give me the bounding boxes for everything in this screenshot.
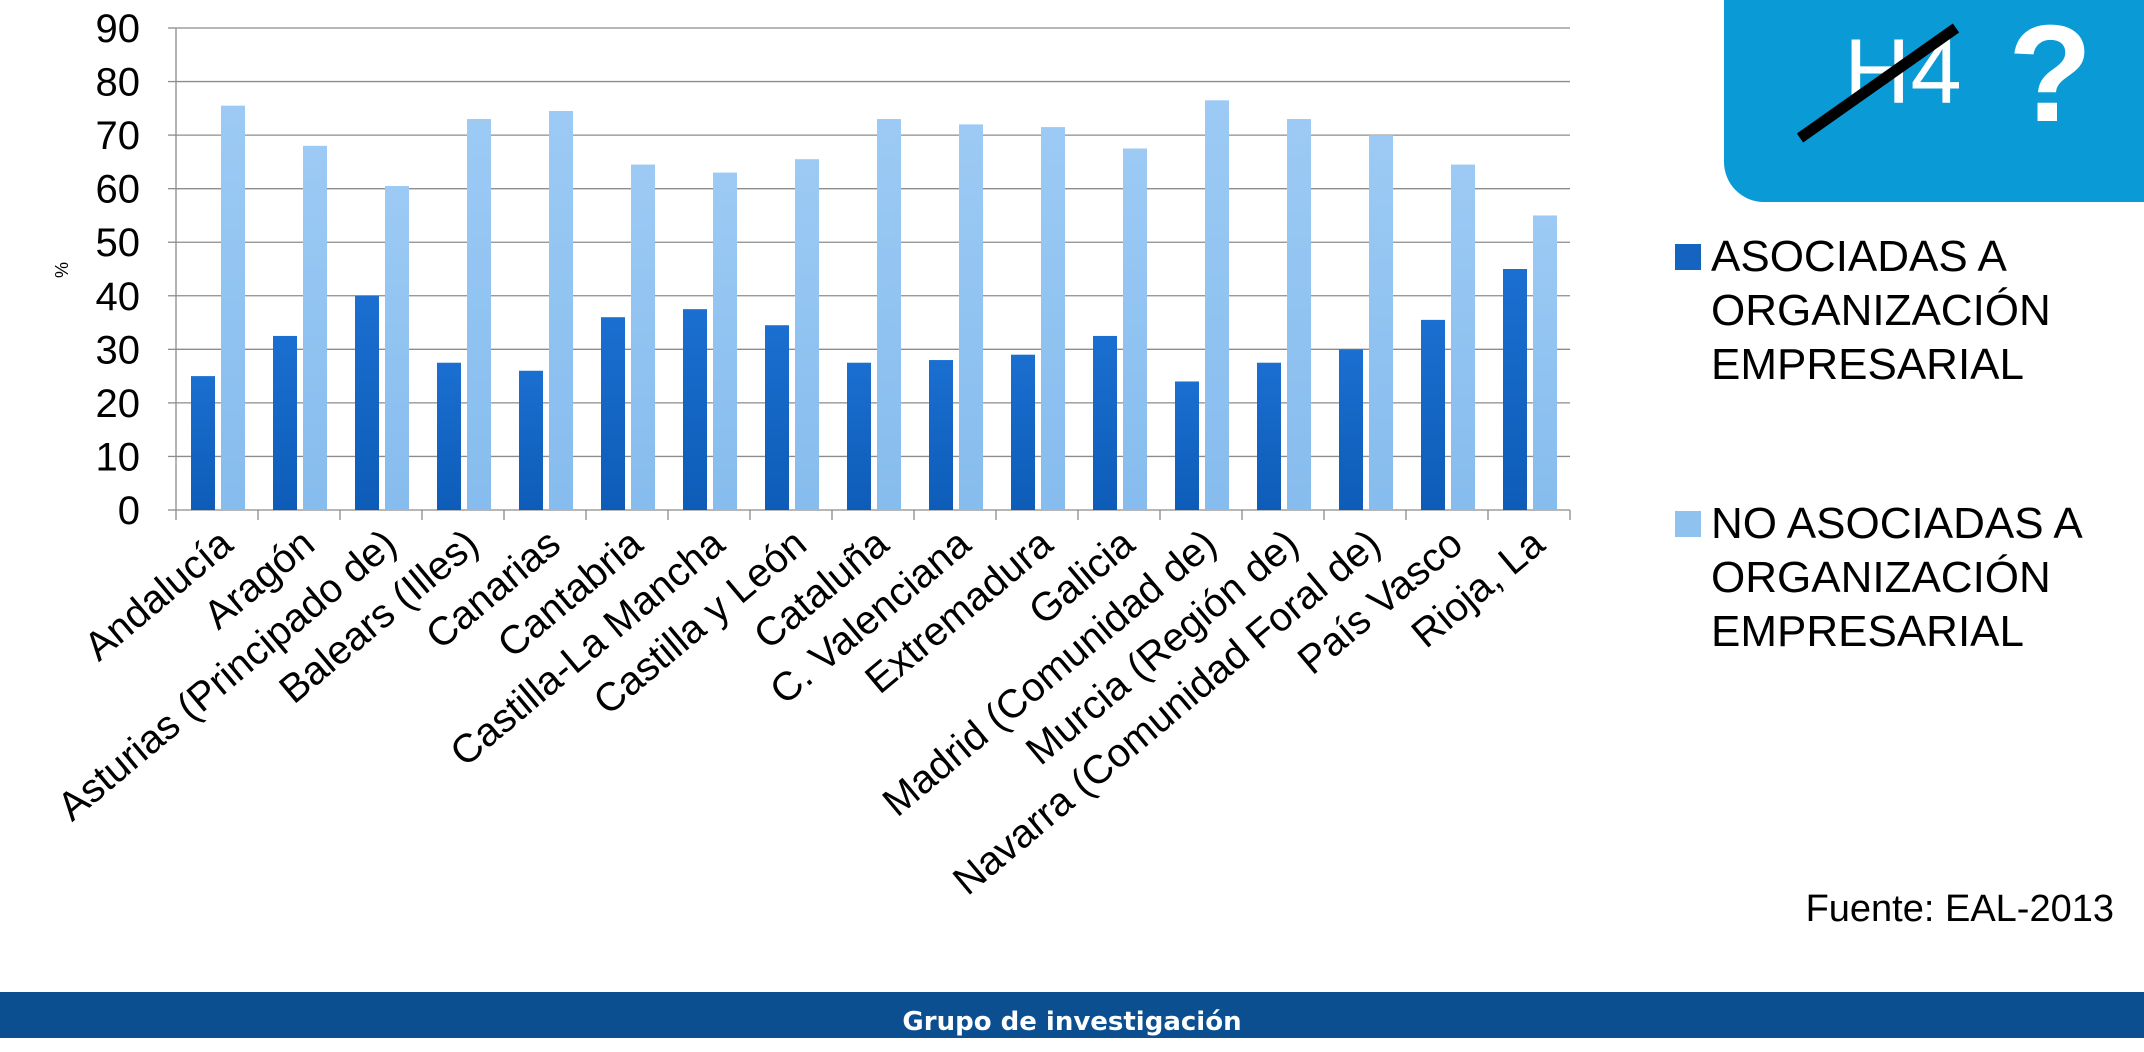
footer-bar: Grupo de investigación — [0, 992, 2144, 1038]
y-tick-label: 10 — [96, 435, 141, 479]
y-tick-label: 90 — [96, 7, 141, 51]
bar-asociadas — [273, 335, 297, 510]
footer-text: Grupo de investigación — [902, 1007, 1242, 1037]
bar-chart: 0 10 20 30 40 50 60 70 80 90 AndalucíaAragónAstur… — [50, 7, 1571, 904]
y-tick-label: 20 — [96, 382, 141, 426]
legend-label-no-asociadas: NO ASOCIADAS A ORGANIZACIÓN EMPRESARIAL — [1711, 499, 2081, 656]
legend-label-asociadas: ASOCIADAS A ORGANIZACIÓN EMPRESARIAL — [1711, 232, 2051, 389]
bar-no-asociadas — [1205, 100, 1229, 511]
bars — [191, 100, 1557, 511]
bar-asociadas — [1175, 381, 1199, 510]
bar-asociadas — [1093, 335, 1117, 510]
y-tick-label: 80 — [96, 61, 141, 105]
bar-asociadas — [1421, 319, 1445, 510]
x-category-label: Asturias (Principado de) — [50, 521, 405, 829]
y-tick-label: 60 — [96, 168, 141, 212]
bar-no-asociadas — [549, 111, 573, 510]
bar-asociadas — [765, 325, 789, 510]
bar-asociadas — [1339, 349, 1363, 510]
y-axis-label: % — [52, 262, 72, 278]
hypothesis-badge: H4 ? — [1724, 0, 2144, 202]
bar-asociadas — [437, 362, 461, 510]
bar-no-asociadas — [303, 145, 327, 511]
y-tick-label: 50 — [96, 221, 141, 265]
bar-no-asociadas — [631, 164, 655, 511]
bar-asociadas — [683, 309, 707, 510]
bar-no-asociadas — [713, 172, 737, 510]
bar-no-asociadas — [877, 119, 901, 511]
bar-no-asociadas — [959, 124, 983, 511]
bar-asociadas — [191, 376, 215, 510]
bar-asociadas — [1011, 354, 1035, 510]
bar-no-asociadas — [1451, 164, 1475, 511]
source-note: Fuente: EAL-2013 — [1805, 888, 2114, 930]
bar-no-asociadas — [221, 105, 245, 511]
legend-swatch-asociadas — [1675, 244, 1701, 270]
bar-no-asociadas — [467, 119, 491, 511]
bar-no-asociadas — [1123, 148, 1147, 510]
bar-no-asociadas — [1533, 215, 1557, 510]
y-tick-label: 70 — [96, 114, 141, 158]
bar-no-asociadas — [795, 159, 819, 510]
y-tick-label: 0 — [118, 489, 140, 533]
bar-asociadas — [355, 295, 379, 510]
bar-asociadas — [1257, 362, 1281, 510]
bar-asociadas — [1503, 269, 1527, 510]
bar-asociadas — [929, 360, 953, 510]
y-tick-label: 40 — [96, 275, 141, 319]
bar-asociadas — [519, 370, 543, 510]
question-mark-icon: ? — [2008, 0, 2092, 151]
strike-line-icon — [1796, 23, 1960, 143]
bar-no-asociadas — [1287, 119, 1311, 511]
y-tick-label: 30 — [96, 328, 141, 372]
bar-asociadas — [601, 317, 625, 510]
bar-asociadas — [847, 362, 871, 510]
bar-no-asociadas — [385, 185, 409, 510]
bar-no-asociadas — [1041, 127, 1065, 511]
legend-swatch-no-asociadas — [1675, 511, 1701, 537]
bar-no-asociadas — [1369, 135, 1393, 510]
y-tick-labels: 0 10 20 30 40 50 60 70 80 90 — [96, 7, 141, 533]
